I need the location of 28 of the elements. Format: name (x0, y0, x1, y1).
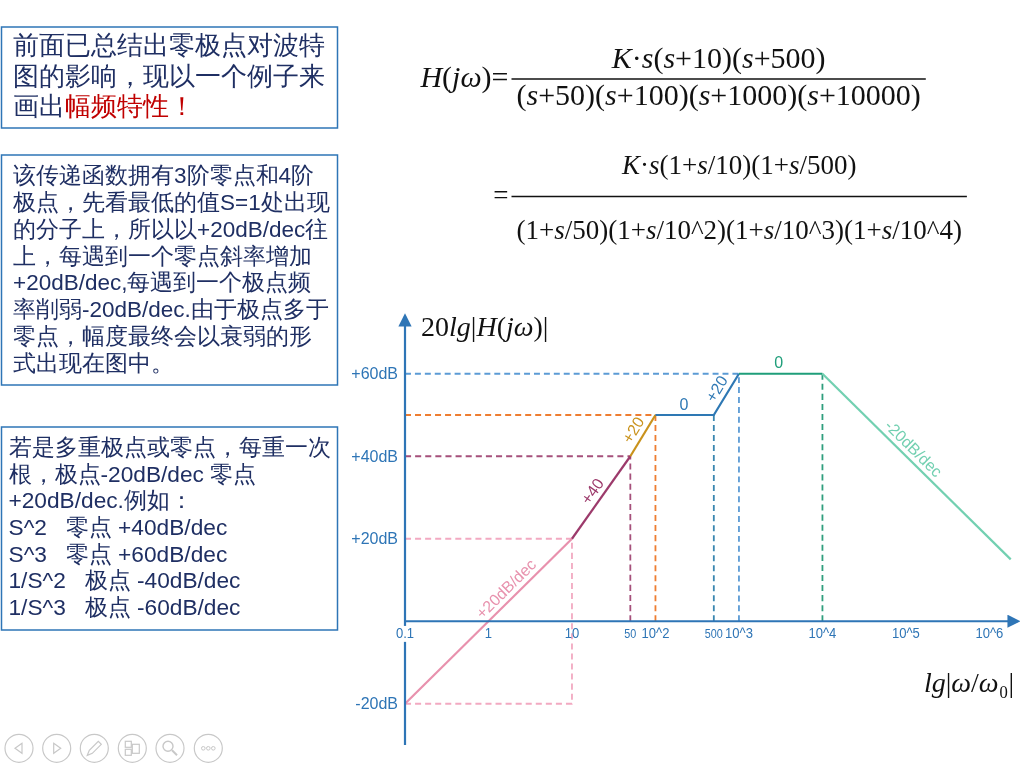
x-tick-label: 0.1 (395, 625, 415, 642)
x-tick-label: 10^6 (975, 625, 1004, 642)
y-tick-label: +60dB (351, 365, 398, 383)
x-tick-label: 10 (564, 625, 580, 642)
text: (1+s/50)(1+s/10^2)(1+s/10^3)(1+s/10^4) (516, 214, 962, 245)
text: = (493, 179, 509, 210)
y-tick-label: -20dB (355, 695, 398, 713)
annotation: +20 (702, 372, 732, 405)
text: K·s(1+s/10)(1+s/500) (620, 149, 857, 180)
x-tick-label: 50 (624, 627, 637, 641)
x-tick-label: 1 (484, 625, 493, 642)
annotation: 0 (679, 395, 689, 413)
x-tick-label: 500 (704, 627, 723, 641)
x-axis-title: lg|ω/ω₀| (923, 667, 1014, 698)
y-tick-label: +20dB (351, 530, 398, 548)
annotation: +20 (618, 413, 648, 446)
text: K·s(s+10)(s+500) (610, 41, 826, 75)
x-tick-label: 10^5 (891, 625, 921, 642)
x-tick-label: 10^4 (808, 625, 837, 642)
annotation: +40 (577, 475, 608, 508)
annotation: 0 (774, 354, 784, 372)
x-tick-label: 10^2 (641, 625, 670, 642)
x-tick-label: 10^3 (725, 625, 754, 642)
text: (s+50)(s+100)(s+1000)(s+10000) (516, 78, 921, 111)
y-axis-title: 20lg|H(jω)| (421, 311, 549, 342)
text: H(jω)= (419, 60, 509, 95)
text: 幅频特性！ (64, 92, 195, 120)
y-tick-label: +40dB (351, 447, 398, 465)
